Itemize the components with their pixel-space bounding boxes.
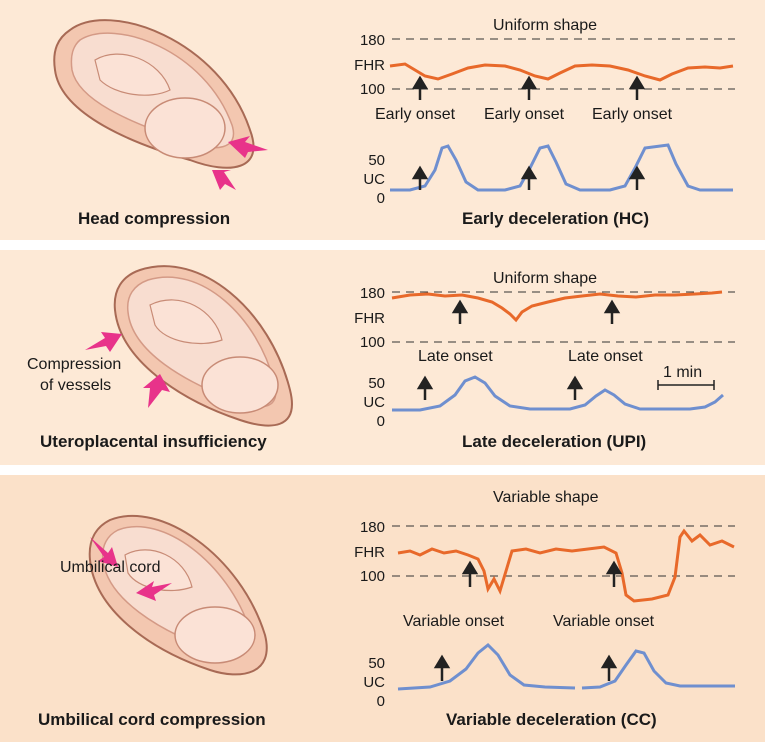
chart-title: Variable deceleration (CC) <box>446 710 657 729</box>
umbilical-cord-label: Umbilical cord <box>60 559 161 576</box>
vessel-compression-label: of vessels <box>40 377 112 394</box>
time-scale-bar <box>657 380 715 390</box>
shape-label: Uniform shape <box>493 17 598 34</box>
fhr-trace <box>389 62 734 82</box>
uc-axis-label: UC <box>363 394 385 411</box>
onset-arrow-icon <box>416 299 621 400</box>
uc-axis-label: UC <box>363 674 385 691</box>
variable-deceleration-figure <box>88 514 735 691</box>
fetus-illustration <box>53 19 255 169</box>
fhr-axis-label: FHR <box>354 544 385 561</box>
uc-axis-label: UC <box>363 171 385 188</box>
onset-label: Early onset <box>592 106 673 123</box>
fhr-trace <box>391 290 723 323</box>
uc-trace <box>392 375 724 412</box>
fhr-tick-100: 100 <box>359 568 385 585</box>
fhr-tick-180: 180 <box>359 285 385 302</box>
fhr-trace <box>397 528 735 603</box>
uc-trace <box>390 143 733 192</box>
chart-title: Late deceleration (UPI) <box>462 432 647 451</box>
uc-tick-50: 50 <box>368 152 385 169</box>
uc-trace <box>397 642 576 691</box>
fhr-tick-100: 100 <box>359 334 385 351</box>
onset-label: Variable onset <box>553 613 655 630</box>
panel-late-deceleration: Uniform shape 180 FHR 100 Late onset Lat… <box>0 250 765 465</box>
onset-arrow-icon <box>411 75 646 190</box>
left-caption: Umbilical cord compression <box>38 710 266 729</box>
chart-title: Early deceleration (HC) <box>462 209 650 228</box>
early-deceleration-figure <box>53 19 735 192</box>
time-scale-label: 1 min <box>663 364 703 381</box>
onset-label: Variable onset <box>403 613 505 630</box>
fhr-axis-label: FHR <box>354 57 385 74</box>
uc-tick-50: 50 <box>368 375 385 392</box>
left-caption: Uteroplacental insufficiency <box>40 432 267 451</box>
fhr-axis-label: FHR <box>354 310 385 327</box>
pressure-arrow-icon <box>85 332 170 408</box>
onset-arrow-icon <box>433 560 623 681</box>
fhr-tick-100: 100 <box>359 81 385 98</box>
pressure-arrow-icon <box>90 537 172 601</box>
vessel-compression-label: Compression <box>27 356 122 373</box>
onset-label: Early onset <box>484 106 565 123</box>
fetus-illustration <box>113 265 293 427</box>
left-caption: Head compression <box>78 209 231 228</box>
fetus-illustration <box>88 514 268 676</box>
fhr-tick-180: 180 <box>359 519 385 536</box>
pressure-arrow-icon <box>212 136 268 190</box>
onset-label: Late onset <box>568 348 643 365</box>
onset-label: Early onset <box>375 106 456 123</box>
uc-tick-0: 0 <box>376 413 385 430</box>
onset-label: Late onset <box>418 348 493 365</box>
shape-label: Variable shape <box>493 489 599 506</box>
uc-trace <box>581 649 735 690</box>
uc-tick-0: 0 <box>376 693 385 710</box>
panel-variable-deceleration: Variable shape 180 FHR 100 Variable onse… <box>0 475 765 742</box>
fhr-tick-180: 180 <box>359 32 385 49</box>
panel-early-deceleration: Uniform shape 180 FHR 100 Early onset Ea… <box>0 0 765 240</box>
late-deceleration-figure <box>85 265 735 427</box>
shape-label: Uniform shape <box>493 270 598 287</box>
uc-tick-50: 50 <box>368 655 385 672</box>
uc-tick-0: 0 <box>376 190 385 207</box>
